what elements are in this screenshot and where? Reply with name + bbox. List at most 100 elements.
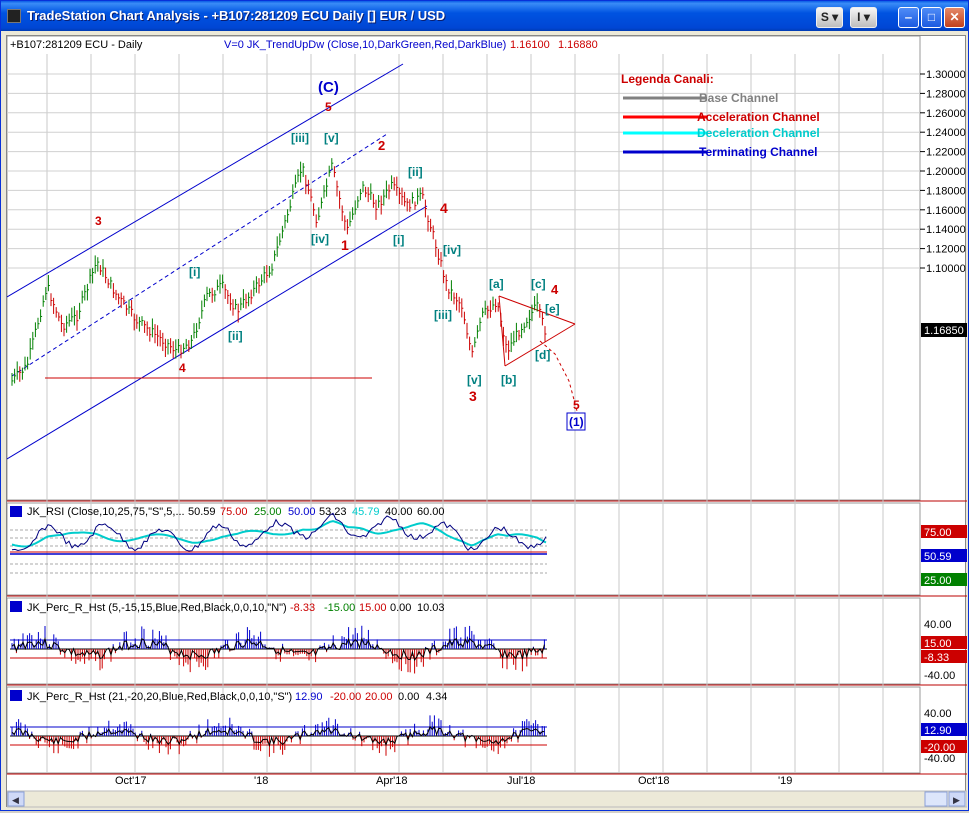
- wave-iii-2: [iii]: [434, 308, 452, 322]
- last-price: 1.16850: [924, 325, 964, 337]
- rsi-panel[interactable]: [6, 502, 921, 596]
- svg-text:75.00: 75.00: [220, 506, 248, 518]
- wave-4b: 4: [440, 200, 448, 216]
- svg-text:53.23: 53.23: [319, 506, 347, 518]
- price-tick: 1.22000: [926, 147, 966, 159]
- svg-text:45.79: 45.79: [352, 506, 380, 518]
- perc2-tick-neg20: -20.00: [924, 742, 955, 754]
- channel-legend: Legenda Canali: Base Channel Acceleratio…: [621, 72, 820, 159]
- svg-text:50.59: 50.59: [188, 506, 216, 518]
- perc1-name: JK_Perc_R_Hst (5,-15,15,Blue,Red,Black,0…: [27, 602, 287, 614]
- perc1-tick-15: 15.00: [924, 638, 952, 650]
- terminating-channel: [6, 63, 428, 460]
- svg-text:0.00: 0.00: [390, 602, 411, 614]
- rsi-values: 50.59 75.00 25.00 50.00 53.23 45.79 40.0…: [188, 506, 445, 518]
- wave-1: 1: [341, 237, 349, 253]
- wave-a: [a]: [489, 277, 504, 291]
- svg-text:'18: '18: [254, 775, 268, 787]
- legend-acceleration: Acceleration Channel: [697, 110, 820, 124]
- svg-text:12.90: 12.90: [295, 691, 323, 703]
- wave-iii-1: [iii]: [291, 131, 309, 145]
- svg-text:◀: ◀: [12, 795, 19, 805]
- wave-i-1: [i]: [189, 265, 200, 279]
- perc1-tick-neg8: -8.33: [924, 652, 949, 664]
- rsi-tick-50: 50.59: [924, 551, 952, 563]
- perc2-tick-12: 12.90: [924, 725, 952, 737]
- price-tick: 1.16000: [926, 205, 966, 217]
- perc1-tick-neg40: -40.00: [924, 670, 955, 682]
- price-tick: 1.14000: [926, 224, 966, 236]
- price-tick: 1.12000: [926, 244, 966, 256]
- legend-deceleration: Deceleration Channel: [697, 126, 820, 140]
- perc2-tick-40: 40.00: [924, 708, 952, 720]
- perc1-values: -8.33 -15.00 15.00 0.00 10.03: [290, 602, 445, 614]
- wave-ii-1: [ii]: [228, 329, 243, 343]
- wave-c: [c]: [531, 277, 546, 291]
- wave-v-1: [v]: [324, 131, 339, 145]
- i-button[interactable]: I ▾: [850, 7, 877, 28]
- price-bars: [11, 158, 547, 386]
- svg-text:25.00: 25.00: [254, 506, 282, 518]
- title-bar[interactable]: TradeStation Chart Analysis - +B107:2812…: [1, 1, 968, 31]
- svg-text:15.00: 15.00: [359, 602, 387, 614]
- wave-5-top: 5: [325, 100, 332, 114]
- perc2-name: JK_Perc_R_Hst (21,-20,20,Blue,Red,Black,…: [27, 691, 292, 703]
- legend-terminating: Terminating Channel: [699, 145, 817, 159]
- svg-text:-20.00: -20.00: [330, 691, 361, 703]
- svg-text:10.03: 10.03: [417, 602, 445, 614]
- perc1-tick-40: 40.00: [924, 619, 952, 631]
- tradestation-icon: [7, 9, 21, 23]
- rsi-lines: [10, 512, 547, 574]
- svg-text:60.00: 60.00: [417, 506, 445, 518]
- svg-text:Apr'18: Apr'18: [376, 775, 407, 787]
- price-tick: 1.18000: [926, 185, 966, 197]
- svg-text:Jul'18: Jul'18: [507, 775, 535, 787]
- wave-4c: 4: [551, 282, 559, 297]
- minimize-button[interactable]: ‒: [898, 7, 919, 28]
- svg-text:-8.33: -8.33: [290, 602, 315, 614]
- wave-3: 3: [95, 214, 102, 228]
- scroll-left-button[interactable]: [7, 791, 25, 807]
- legend-base: Base Channel: [699, 91, 778, 105]
- svg-text:20.00: 20.00: [365, 691, 393, 703]
- wave-1-box: (1): [569, 415, 584, 429]
- price-tick: 1.28000: [926, 88, 966, 100]
- indicator-value-1: 1.16100: [510, 39, 550, 51]
- price-tick: 1.30000: [926, 69, 966, 81]
- perc2-histogram: [10, 715, 547, 757]
- price-tick: 1.24000: [926, 127, 966, 139]
- rsi-name: JK_RSI (Close,10,25,75,"S",5,...: [27, 506, 185, 518]
- symbol-label: +B107:281209 ECU - Daily: [10, 39, 143, 51]
- wave-iv-1: [iv]: [311, 232, 329, 246]
- svg-text:40.00: 40.00: [385, 506, 413, 518]
- wave-3b: 3: [469, 388, 477, 404]
- indicator-label: V=0 JK_TrendUpDw (Close,10,DarkGreen,Red…: [224, 39, 506, 51]
- last-price-box: [921, 323, 967, 337]
- close-button[interactable]: ✕: [944, 7, 965, 28]
- maximize-button[interactable]: □: [921, 7, 942, 28]
- price-tick: 1.10000: [926, 263, 966, 275]
- wave-i-2: [i]: [393, 233, 404, 247]
- scroll-right-button[interactable]: [948, 791, 966, 807]
- svg-text:▶: ▶: [953, 795, 960, 805]
- legend-title: Legenda Canali:: [621, 72, 714, 86]
- perc2-tick-neg40: -40.00: [924, 753, 955, 765]
- svg-text:Oct'17: Oct'17: [115, 775, 146, 787]
- wave-ii-2: [ii]: [408, 165, 423, 179]
- chart-area[interactable]: 1.30000 1.28000 1.26000 1.24000 1.22000 1.200…: [6, 35, 968, 808]
- indicator-value-2: 1.16880: [558, 39, 598, 51]
- price-tick: 1.20000: [926, 166, 966, 178]
- wave-iv-2: [iv]: [443, 243, 461, 257]
- svg-text:-15.00: -15.00: [324, 602, 355, 614]
- wave-v-2: [v]: [467, 373, 482, 387]
- wave-4: 4: [179, 361, 186, 375]
- wave-b: [b]: [501, 373, 516, 387]
- horizontal-scrollbar[interactable]: ◀ ▶: [6, 790, 968, 808]
- rsi-tick-75: 75.00: [924, 527, 952, 539]
- s-button[interactable]: S ▾: [816, 7, 843, 28]
- svg-text:'19: '19: [778, 775, 792, 787]
- scroll-thumb[interactable]: [924, 791, 948, 807]
- price-axis: 1.30000 1.28000 1.26000 1.24000 1.22000 1.200…: [920, 69, 966, 275]
- price-tick: 1.26000: [926, 108, 966, 120]
